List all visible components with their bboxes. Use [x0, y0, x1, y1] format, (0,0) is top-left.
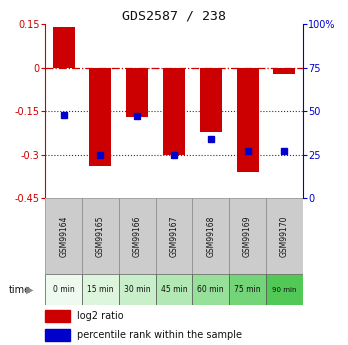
Text: percentile rank within the sample: percentile rank within the sample: [77, 330, 242, 340]
Bar: [45, 310, 70, 322]
Bar: [266, 198, 303, 274]
Text: 90 min: 90 min: [272, 287, 296, 293]
Bar: [237, 68, 259, 172]
Bar: [229, 198, 266, 274]
Bar: [45, 198, 82, 274]
Bar: [45, 329, 70, 341]
Bar: [163, 68, 185, 155]
Bar: [126, 68, 148, 117]
Text: time: time: [9, 285, 31, 295]
Text: 45 min: 45 min: [161, 285, 187, 294]
Bar: [89, 68, 111, 166]
Bar: [82, 198, 119, 274]
Bar: [119, 274, 156, 305]
Text: 30 min: 30 min: [124, 285, 151, 294]
Bar: [273, 68, 295, 73]
Text: ▶: ▶: [26, 285, 34, 295]
Bar: [45, 274, 82, 305]
Bar: [229, 274, 266, 305]
Text: 75 min: 75 min: [234, 285, 261, 294]
Text: GSM99166: GSM99166: [133, 216, 142, 257]
Bar: [192, 274, 229, 305]
Text: 15 min: 15 min: [87, 285, 114, 294]
Bar: [266, 274, 303, 305]
Title: GDS2587 / 238: GDS2587 / 238: [122, 10, 226, 23]
Text: GSM99170: GSM99170: [280, 216, 289, 257]
Bar: [53, 27, 75, 68]
Text: 0 min: 0 min: [53, 285, 74, 294]
Text: GSM99167: GSM99167: [169, 216, 179, 257]
Text: GSM99165: GSM99165: [96, 216, 105, 257]
Bar: [192, 198, 229, 274]
Bar: [156, 274, 192, 305]
Text: GSM99169: GSM99169: [243, 216, 252, 257]
Text: 60 min: 60 min: [197, 285, 224, 294]
Bar: [82, 274, 119, 305]
Bar: [156, 198, 192, 274]
Bar: [119, 198, 156, 274]
Text: log2 ratio: log2 ratio: [77, 312, 123, 322]
Bar: [200, 68, 222, 131]
Text: GSM99168: GSM99168: [206, 216, 215, 257]
Text: GSM99164: GSM99164: [59, 216, 68, 257]
